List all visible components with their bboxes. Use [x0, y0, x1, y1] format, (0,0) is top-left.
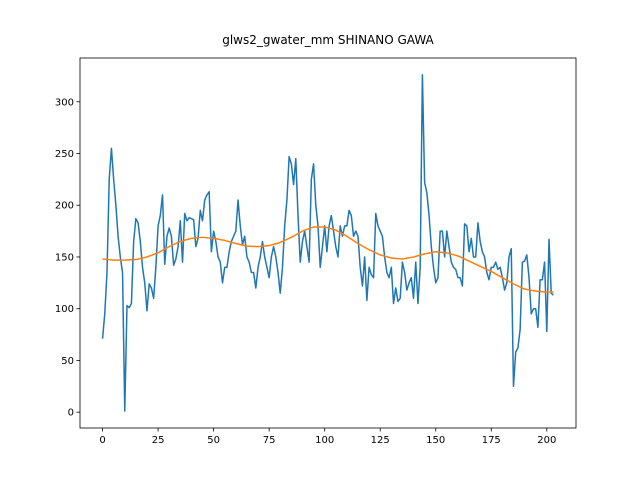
y-tick-label: 200 [55, 201, 74, 212]
y-tick-label: 250 [55, 149, 74, 160]
x-tick-label: 150 [426, 435, 445, 446]
x-tick-label: 75 [263, 435, 276, 446]
x-tick-label: 100 [315, 435, 334, 446]
y-tick-label: 0 [68, 408, 74, 419]
x-tick-label: 175 [482, 435, 501, 446]
x-tick-label: 125 [371, 435, 390, 446]
plot-frame [79, 57, 577, 429]
x-tick-label: 25 [152, 435, 165, 446]
series-line [102, 226, 554, 293]
x-tick-label: 0 [99, 435, 105, 446]
y-tick-label: 150 [55, 252, 74, 263]
chart-title: glws2_gwater_mm SHINANO GAWA [222, 33, 434, 47]
y-tick-label: 50 [61, 356, 74, 367]
series-line [101, 74, 554, 412]
x-tick-label: 50 [207, 435, 220, 446]
y-tick-label: 300 [55, 97, 74, 108]
x-tick-label: 200 [537, 435, 556, 446]
y-tick-label: 100 [55, 304, 74, 315]
